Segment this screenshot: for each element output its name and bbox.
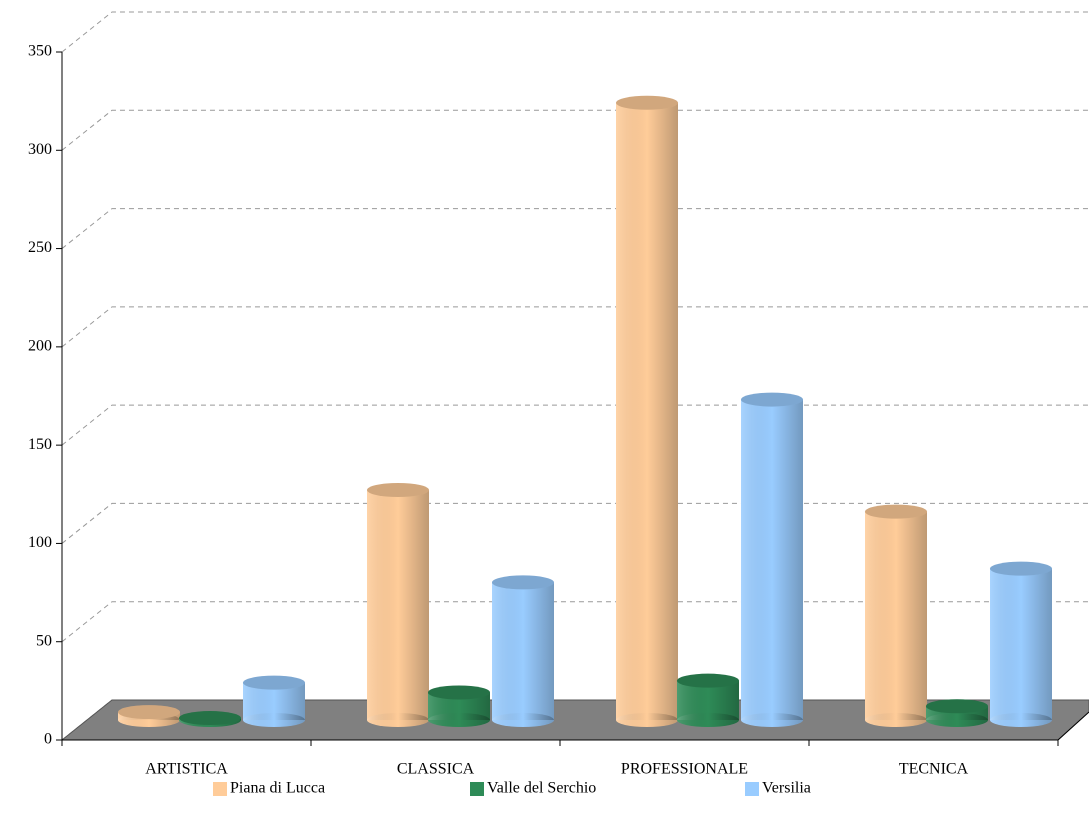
bar-top-shade bbox=[990, 561, 1052, 576]
bar-top bbox=[243, 675, 305, 690]
bar bbox=[492, 575, 554, 727]
x-axis-edge bbox=[1057, 711, 1089, 741]
bar bbox=[118, 705, 180, 727]
bar-top bbox=[179, 711, 241, 726]
bars bbox=[118, 95, 1052, 727]
bar bbox=[926, 699, 988, 727]
grid-line bbox=[61, 306, 1089, 348]
grid bbox=[61, 11, 1089, 741]
y-tick-label: 100 bbox=[28, 534, 52, 551]
legend-swatch bbox=[745, 782, 759, 796]
bar bbox=[367, 483, 429, 727]
grid-line bbox=[61, 404, 1089, 446]
grid-line bbox=[61, 502, 1089, 544]
legend-swatch bbox=[470, 782, 484, 796]
bar bbox=[677, 673, 739, 727]
bar-top-shade bbox=[492, 575, 554, 590]
bar-shade bbox=[367, 490, 429, 720]
bar-shade bbox=[741, 399, 803, 720]
bar-top-shade bbox=[616, 95, 678, 110]
x-tick-label: TECNICA bbox=[899, 761, 969, 778]
x-tick-label: ARTISTICA bbox=[145, 761, 228, 778]
grid-line bbox=[61, 601, 1089, 643]
bar-top bbox=[428, 685, 490, 700]
bar-shade bbox=[492, 582, 554, 720]
bar bbox=[990, 561, 1052, 727]
bar-top-shade bbox=[367, 483, 429, 498]
x-tick-label: PROFESSIONALE bbox=[621, 761, 748, 778]
bar bbox=[428, 685, 490, 727]
bar-top bbox=[741, 392, 803, 407]
legend-label: Piana di Lucca bbox=[230, 780, 325, 797]
x-tick-label: CLASSICA bbox=[397, 761, 475, 778]
bar bbox=[741, 392, 803, 727]
bar-top-shade bbox=[428, 685, 490, 700]
bar-top bbox=[990, 561, 1052, 576]
bar-top bbox=[865, 504, 927, 519]
bar-top-shade bbox=[243, 675, 305, 690]
y-tick-label: 200 bbox=[28, 338, 52, 355]
y-tick-label: 150 bbox=[28, 436, 52, 453]
bar bbox=[865, 504, 927, 727]
bar-top bbox=[926, 699, 988, 714]
y-tick-label: 350 bbox=[28, 43, 52, 60]
grid-line bbox=[61, 11, 1089, 53]
bar-shade bbox=[865, 511, 927, 720]
y-tick-label: 250 bbox=[28, 239, 52, 256]
bar bbox=[616, 95, 678, 727]
bar-top-shade bbox=[179, 711, 241, 726]
bar bbox=[179, 711, 241, 727]
legend-label: Versilia bbox=[762, 780, 811, 797]
bar bbox=[243, 675, 305, 727]
bar-shade bbox=[990, 568, 1052, 720]
legend-label: Valle del Serchio bbox=[487, 780, 596, 797]
y-tick-label: 300 bbox=[28, 141, 52, 158]
bar-top bbox=[492, 575, 554, 590]
grid-line bbox=[61, 208, 1089, 249]
y-tick-label: 50 bbox=[36, 632, 52, 649]
bar-top bbox=[677, 673, 739, 688]
grid-line bbox=[61, 109, 1089, 151]
y-tick-label: 0 bbox=[44, 731, 52, 748]
bar-top-shade bbox=[865, 504, 927, 519]
bar-top-shade bbox=[118, 705, 180, 720]
bar-top-shade bbox=[677, 673, 739, 688]
bar-top-shade bbox=[926, 699, 988, 714]
bar-shade bbox=[616, 102, 678, 720]
legend-swatch bbox=[213, 782, 227, 796]
bar-top-shade bbox=[741, 392, 803, 407]
bar-top bbox=[118, 705, 180, 720]
bar-top bbox=[616, 95, 678, 110]
bar-top bbox=[367, 483, 429, 498]
